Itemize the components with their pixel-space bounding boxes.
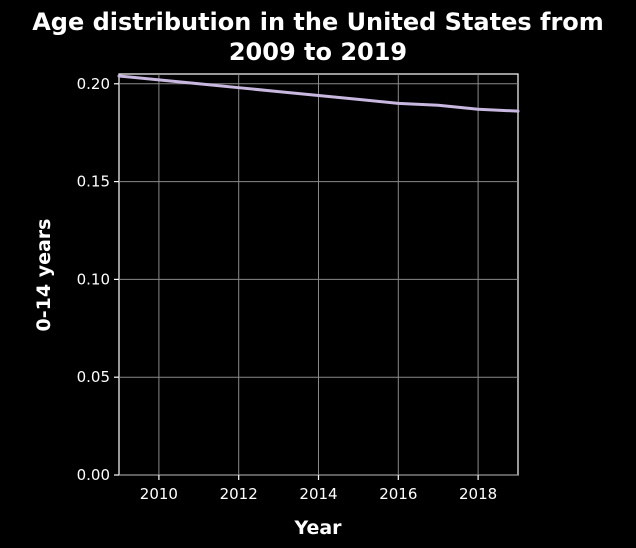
x-tick-label: 2016 [379, 485, 417, 503]
y-tick-label: 0.15 [77, 173, 110, 191]
y-tick-label: 0.20 [77, 75, 110, 93]
y-tick-label: 0.10 [77, 270, 110, 288]
series-line [117, 74, 520, 113]
chart-title-line-1: Age distribution in the United States fr… [32, 8, 604, 36]
x-tick-label: 2010 [140, 485, 178, 503]
x-tick-label: 2014 [299, 485, 337, 503]
chart-title-line-2: 2009 to 2019 [229, 38, 407, 66]
y-axis-label: 0-14 years [33, 219, 55, 332]
x-tick-label: 2012 [220, 485, 258, 503]
x-tick-label: 2018 [459, 485, 497, 503]
axis-ticks: 2010 2012 2014 2016 2018 0.00 0.05 0.10 0.15 0.20 [77, 75, 498, 503]
series-layer [117, 74, 520, 113]
x-axis-label: Year [293, 517, 342, 539]
y-tick-label: 0.05 [77, 368, 110, 386]
y-tick-label: 0.00 [77, 466, 110, 484]
